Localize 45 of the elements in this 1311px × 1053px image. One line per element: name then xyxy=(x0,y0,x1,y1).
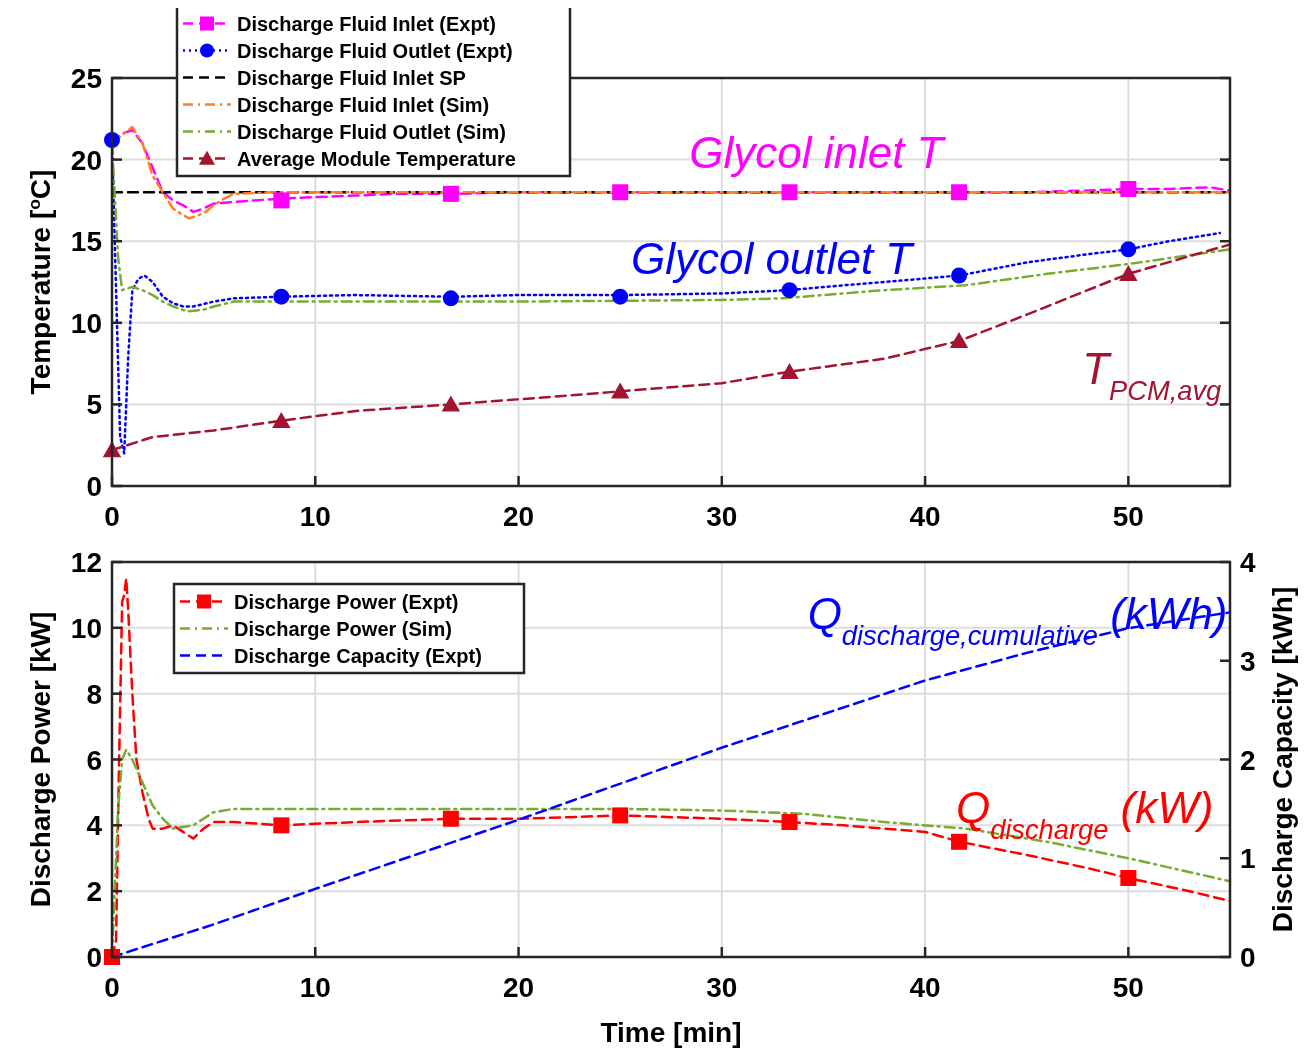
y2-axis-title: Discharge Capacity [kWh] xyxy=(1267,586,1298,933)
y-tick-label: 10 xyxy=(70,307,102,339)
legend-label: Discharge Fluid Outlet (Sim) xyxy=(237,120,506,143)
y2-tick-label: 3 xyxy=(1240,645,1256,677)
legend-label: Discharge Fluid Outlet (Expt) xyxy=(237,39,513,62)
y2-tick-label: 0 xyxy=(1240,942,1256,973)
legend-label: Discharge Power (Expt) xyxy=(234,590,459,613)
y-tick-label: 2 xyxy=(86,876,102,908)
annotation: Q$_{discharge}$ (kW) xyxy=(955,782,1214,845)
y-tick-label: 5 xyxy=(86,389,102,421)
y-tick-label: 12 xyxy=(70,547,102,578)
y-tick-label: 6 xyxy=(86,744,102,776)
legend-label: Average Module Temperature xyxy=(237,147,516,170)
x-tick-label: 20 xyxy=(502,972,535,1003)
y-tick-label: 25 xyxy=(70,63,102,94)
x-tick-label: 30 xyxy=(706,501,738,532)
y-tick-label: 0 xyxy=(86,471,102,502)
x-tick-label: 40 xyxy=(909,972,941,1003)
annotation: Q$_{discharge,cumulative}$ (kWh) xyxy=(807,589,1228,651)
annotation: T$_{PCM,avg}$ xyxy=(1082,344,1222,406)
y-tick-label: 8 xyxy=(86,678,102,710)
y-tick-label: 15 xyxy=(70,226,102,258)
y2-tick-label: 2 xyxy=(1240,744,1256,776)
x-tick-label: 50 xyxy=(1112,972,1144,1003)
y-tick-label: 10 xyxy=(70,612,102,644)
x-tick-label: 50 xyxy=(1112,501,1144,532)
legend-label: Discharge Capacity (Expt) xyxy=(234,644,482,667)
y-tick-label: 0 xyxy=(86,942,102,973)
y2-tick-label: 4 xyxy=(1240,547,1256,578)
legend-label: Discharge Fluid Inlet SP xyxy=(237,66,466,89)
x-tick-label: 20 xyxy=(502,501,535,532)
legend-label: Discharge Fluid Inlet (Sim) xyxy=(237,93,490,116)
y-tick-label: 4 xyxy=(86,810,103,842)
y2-tick-label: 1 xyxy=(1240,843,1256,875)
legend-label: Discharge Fluid Inlet (Expt) xyxy=(237,12,496,35)
y-axis-title: Discharge Power [kW] xyxy=(25,611,56,908)
y-tick-label: 20 xyxy=(70,144,102,176)
x-tick-label: 30 xyxy=(706,972,738,1003)
x-axis-title: Time [min] xyxy=(600,1017,742,1048)
x-tick-label: 10 xyxy=(299,972,331,1003)
legend-label: Discharge Power (Sim) xyxy=(234,617,452,640)
x-tick-label: 40 xyxy=(909,501,941,532)
annotation: Glycol inlet T xyxy=(689,127,947,177)
x-tick-label: 10 xyxy=(299,501,331,532)
annotation: Glycol outlet T xyxy=(631,233,916,283)
